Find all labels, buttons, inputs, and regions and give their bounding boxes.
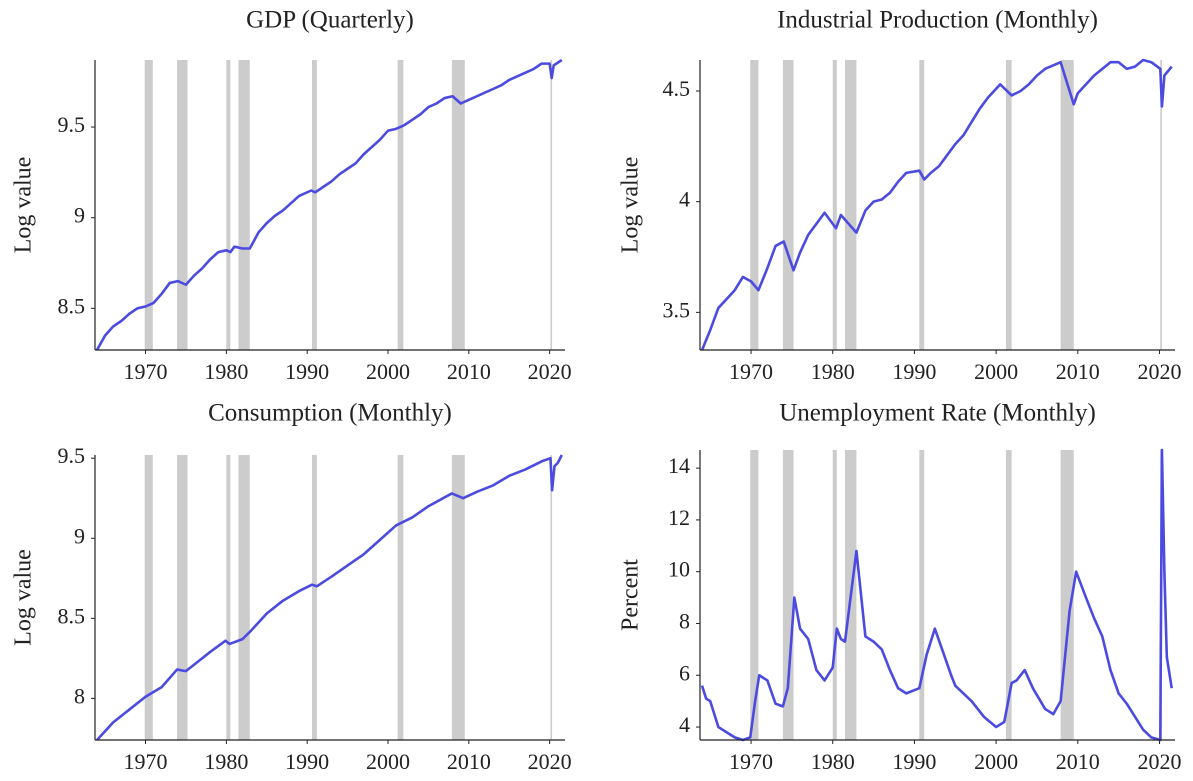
recession-band: [144, 60, 153, 350]
y-tick-label: 9: [74, 523, 85, 548]
x-tick-label: 2010: [1056, 749, 1100, 774]
x-tick-label: 1980: [811, 749, 855, 774]
recession-band: [451, 60, 465, 350]
y-axis-label: Log value: [11, 157, 37, 254]
recession-band: [226, 455, 231, 740]
recession-band: [238, 60, 250, 350]
y-tick-label: 10: [668, 557, 690, 582]
x-tick-label: 1970: [124, 749, 168, 774]
data-line: [96, 454, 563, 741]
x-tick-label: 1980: [204, 359, 248, 384]
x-tick-label: 1990: [285, 359, 329, 384]
x-tick-label: 2020: [1137, 749, 1181, 774]
x-tick-label: 1970: [729, 749, 773, 774]
x-tick-label: 1980: [204, 749, 248, 774]
y-tick-label: 8.5: [58, 293, 86, 318]
y-axis-label: Log value: [618, 157, 644, 254]
recession-band: [1005, 450, 1012, 740]
x-tick-label: 2010: [447, 359, 491, 384]
recession-band: [750, 450, 759, 740]
recession-band: [1005, 60, 1012, 350]
x-tick-label: 2010: [447, 749, 491, 774]
x-tick-label: 1980: [811, 359, 855, 384]
recession-band: [1160, 60, 1162, 350]
y-tick-label: 8: [74, 683, 85, 708]
recession-band: [177, 455, 188, 740]
y-tick-label: 6: [679, 660, 690, 685]
y-axis-label: Percent: [618, 559, 644, 631]
recession-band: [550, 455, 553, 740]
y-tick-label: 3.5: [663, 297, 691, 322]
subplot: 8 8.5 9 9.5 1970 1980 1990 2000 2010 2020 Consumpt…: [11, 400, 572, 774]
recession-band: [451, 455, 465, 740]
y-tick-label: 9.5: [58, 443, 86, 468]
data-line: [700, 58, 1173, 351]
x-tick-label: 1990: [892, 359, 936, 384]
recession-band: [750, 60, 759, 350]
recession-band: [832, 60, 837, 350]
recession-band: [226, 60, 231, 350]
chart-title: Consumption (Monthly): [208, 400, 452, 427]
y-tick-label: 4: [679, 187, 690, 212]
recession-band: [782, 60, 794, 350]
recession-band: [844, 60, 857, 350]
x-tick-label: 2000: [366, 359, 410, 384]
data-line: [95, 58, 563, 351]
x-tick-label: 1970: [729, 359, 773, 384]
x-tick-label: 2020: [528, 359, 572, 384]
y-tick-label: 12: [668, 505, 690, 530]
recession-band: [177, 60, 188, 350]
x-tick-label: 2000: [974, 749, 1018, 774]
recession-band: [312, 455, 317, 740]
chart-title: Unemployment Rate (Monthly): [779, 400, 1096, 427]
x-tick-label: 2000: [974, 359, 1018, 384]
y-tick-label: 14: [668, 453, 690, 478]
y-tick-label: 4.5: [663, 76, 691, 101]
recession-band: [397, 455, 404, 740]
recession-band: [312, 60, 317, 350]
x-tick-label: 2020: [528, 749, 572, 774]
recession-band: [919, 450, 925, 740]
recession-band: [238, 455, 250, 740]
y-tick-label: 4: [679, 712, 690, 737]
subplot: 4 6 8 10 12 14 1970 1980 1990 2000 2010 2020 Unemplo…: [618, 400, 1182, 774]
recession-band: [919, 60, 925, 350]
y-axis-label: Log value: [11, 549, 37, 646]
x-tick-label: 2020: [1137, 359, 1181, 384]
y-tick-label: 9: [74, 203, 85, 228]
y-tick-label: 8: [679, 609, 690, 634]
recession-band: [782, 450, 794, 740]
y-tick-label: 8.5: [58, 603, 86, 628]
x-tick-label: 2010: [1056, 359, 1100, 384]
x-tick-label: 2000: [366, 749, 410, 774]
x-tick-label: 1970: [124, 359, 168, 384]
subplot: 8.5 9 9.5 1970 1980 1990 2000 2010 2020 GDP (Quar…: [11, 7, 572, 384]
recession-band: [397, 60, 404, 350]
recession-band: [550, 60, 553, 350]
x-tick-label: 1990: [892, 749, 936, 774]
chart-title: GDP (Quarterly): [246, 7, 414, 34]
data-line: [700, 448, 1174, 742]
subplot: 3.5 4 4.5 1970 1980 1990 2000 2010 2020 Industria…: [618, 7, 1182, 384]
chart-title: Industrial Production (Monthly): [777, 7, 1098, 34]
x-tick-label: 1990: [285, 749, 329, 774]
recession-band: [144, 455, 153, 740]
recession-band: [1060, 60, 1074, 350]
y-tick-label: 9.5: [58, 112, 86, 137]
recession-band: [832, 450, 837, 740]
